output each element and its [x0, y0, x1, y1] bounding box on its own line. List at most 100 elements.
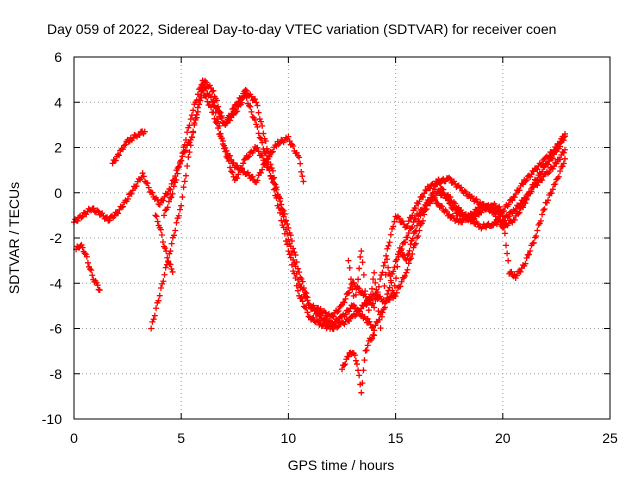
data-point: [167, 186, 174, 193]
data-point: [298, 275, 305, 282]
data-point: [174, 170, 181, 177]
data-point: [392, 293, 399, 300]
data-point: [548, 190, 555, 197]
data-point: [255, 109, 262, 116]
data-point: [495, 215, 502, 222]
data-point: [357, 253, 364, 260]
data-point: [218, 112, 225, 119]
data-point: [202, 77, 209, 84]
data-point: [414, 222, 421, 229]
data-point: [505, 257, 512, 264]
data-point: [254, 144, 261, 151]
data-point: [252, 96, 259, 103]
data-point: [530, 239, 537, 246]
data-point: [474, 207, 481, 214]
data-point: [386, 284, 393, 291]
series-s6: [152, 212, 176, 275]
data-point: [505, 213, 512, 220]
data-point: [284, 241, 291, 248]
data-point: [393, 275, 400, 282]
y-tick-label: -4: [50, 275, 63, 291]
data-point: [362, 347, 369, 354]
data-point: [310, 304, 317, 311]
data-point: [527, 248, 534, 255]
data-point: [380, 262, 387, 269]
data-point: [499, 213, 506, 220]
data-point: [304, 294, 311, 301]
data-point: [365, 307, 372, 314]
data-point: [522, 178, 529, 185]
data-point: [346, 318, 353, 325]
data-point: [372, 279, 379, 286]
data-point: [522, 200, 529, 207]
data-point: [286, 251, 293, 258]
data-point: [409, 235, 416, 242]
data-point: [411, 228, 418, 235]
data-point: [419, 194, 426, 201]
data-point: [534, 227, 541, 234]
data-point: [188, 134, 195, 141]
data-point: [503, 242, 510, 249]
data-point: [237, 164, 244, 171]
data-point: [267, 172, 274, 179]
data-point: [496, 216, 503, 223]
data-point: [258, 135, 265, 142]
data-point: [431, 186, 438, 193]
data-point: [341, 299, 348, 306]
data-point: [356, 308, 363, 315]
data-point: [557, 168, 564, 175]
data-point: [188, 112, 195, 119]
data-point: [152, 212, 159, 219]
data-point: [381, 283, 388, 289]
data-point: [306, 301, 313, 308]
data-point: [286, 138, 293, 145]
data-point: [271, 180, 278, 187]
data-point: [458, 184, 465, 191]
data-point: [549, 186, 556, 193]
data-point: [422, 186, 429, 193]
data-point: [253, 99, 260, 106]
data-point: [227, 117, 234, 124]
data-point: [216, 108, 223, 115]
data-point: [379, 269, 386, 276]
data-point: [417, 212, 424, 219]
data-point: [272, 185, 279, 192]
data-point: [334, 308, 341, 315]
data-point: [360, 271, 367, 278]
data-point: [193, 97, 200, 104]
data-point: [149, 189, 156, 196]
y-tick-label: -8: [50, 366, 63, 382]
data-point: [383, 252, 390, 259]
data-point: [211, 102, 218, 109]
y-axis-label: SDTVAR / TECUs: [6, 182, 22, 294]
data-point: [354, 283, 361, 290]
data-point: [181, 141, 188, 148]
data-point: [213, 97, 220, 104]
data-point: [196, 86, 203, 93]
data-point: [408, 225, 415, 232]
data-point: [334, 324, 341, 331]
data-point: [79, 244, 86, 251]
data-point: [171, 232, 178, 239]
data-point: [217, 130, 224, 137]
data-point: [90, 205, 97, 212]
data-point: [290, 142, 297, 149]
data-point: [370, 276, 377, 283]
data-point: [515, 210, 522, 217]
data-point: [394, 263, 401, 270]
data-point: [356, 265, 363, 272]
data-point: [404, 266, 411, 273]
data-point: [351, 303, 358, 310]
data-point: [159, 239, 166, 246]
data-point: [163, 191, 170, 198]
data-point: [354, 361, 361, 368]
data-point: [462, 189, 469, 196]
data-point: [139, 170, 146, 177]
data-point: [246, 153, 253, 160]
data-point: [262, 160, 269, 167]
data-point: [341, 362, 348, 369]
data-point: [230, 112, 237, 119]
data-point: [258, 118, 265, 125]
data-point: [508, 268, 515, 275]
data-point: [388, 279, 395, 286]
